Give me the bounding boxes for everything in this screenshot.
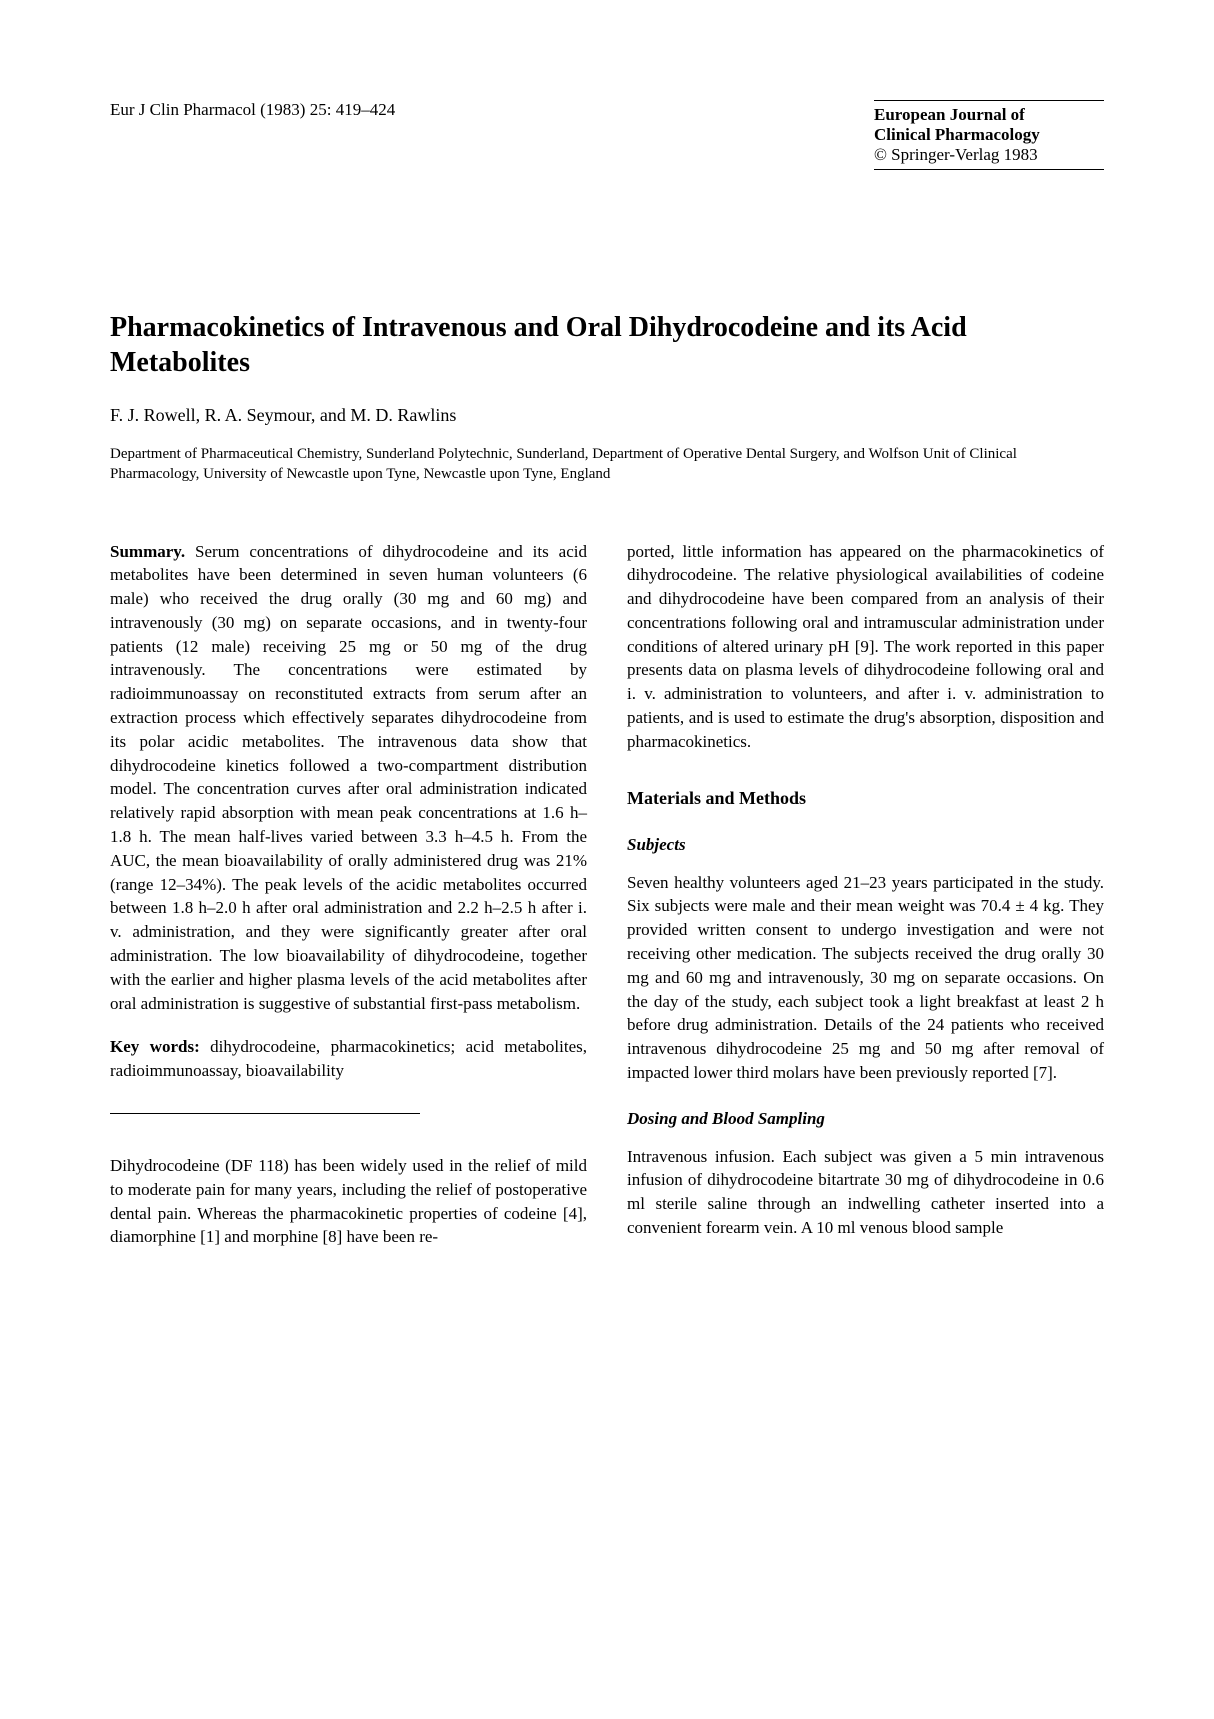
intro-paragraph: Dihydrocodeine (DF 118) has been widely … (110, 1154, 587, 1249)
authors: F. J. Rowell, R. A. Seymour, and M. D. R… (110, 405, 1104, 426)
keywords-label: Key words: (110, 1037, 200, 1056)
summary-label: Summary. (110, 542, 185, 561)
right-column: ported, little information has appeared … (627, 540, 1104, 1250)
affiliation: Department of Pharmaceutical Chemistry, … (110, 444, 1104, 485)
journal-title-line1: European Journal of (874, 105, 1104, 125)
page-header: Eur J Clin Pharmacol (1983) 25: 419–424 … (110, 100, 1104, 170)
journal-title-line2: Clinical Pharmacology (874, 125, 1104, 145)
dosing-heading: Dosing and Blood Sampling (627, 1107, 1104, 1131)
keywords-paragraph: Key words: dihydrocodeine, pharmacokinet… (110, 1035, 587, 1083)
section-divider (110, 1113, 420, 1114)
article-title: Pharmacokinetics of Intravenous and Oral… (110, 310, 1104, 380)
subjects-heading: Subjects (627, 833, 1104, 857)
left-column: Summary. Serum concentrations of dihydro… (110, 540, 587, 1250)
summary-paragraph: Summary. Serum concentrations of dihydro… (110, 540, 587, 1016)
materials-heading: Materials and Methods (627, 786, 1104, 811)
dosing-text: Intravenous infusion. Each subject was g… (627, 1145, 1104, 1240)
subjects-text: Seven healthy volunteers aged 21–23 year… (627, 871, 1104, 1085)
content-columns: Summary. Serum concentrations of dihydro… (110, 540, 1104, 1250)
copyright: © Springer-Verlag 1983 (874, 145, 1104, 165)
intro-continuation: ported, little information has appeared … (627, 540, 1104, 754)
citation: Eur J Clin Pharmacol (1983) 25: 419–424 (110, 100, 395, 120)
summary-text: Serum concentrations of dihydrocodeine a… (110, 542, 587, 1013)
journal-info: European Journal of Clinical Pharmacolog… (874, 100, 1104, 170)
